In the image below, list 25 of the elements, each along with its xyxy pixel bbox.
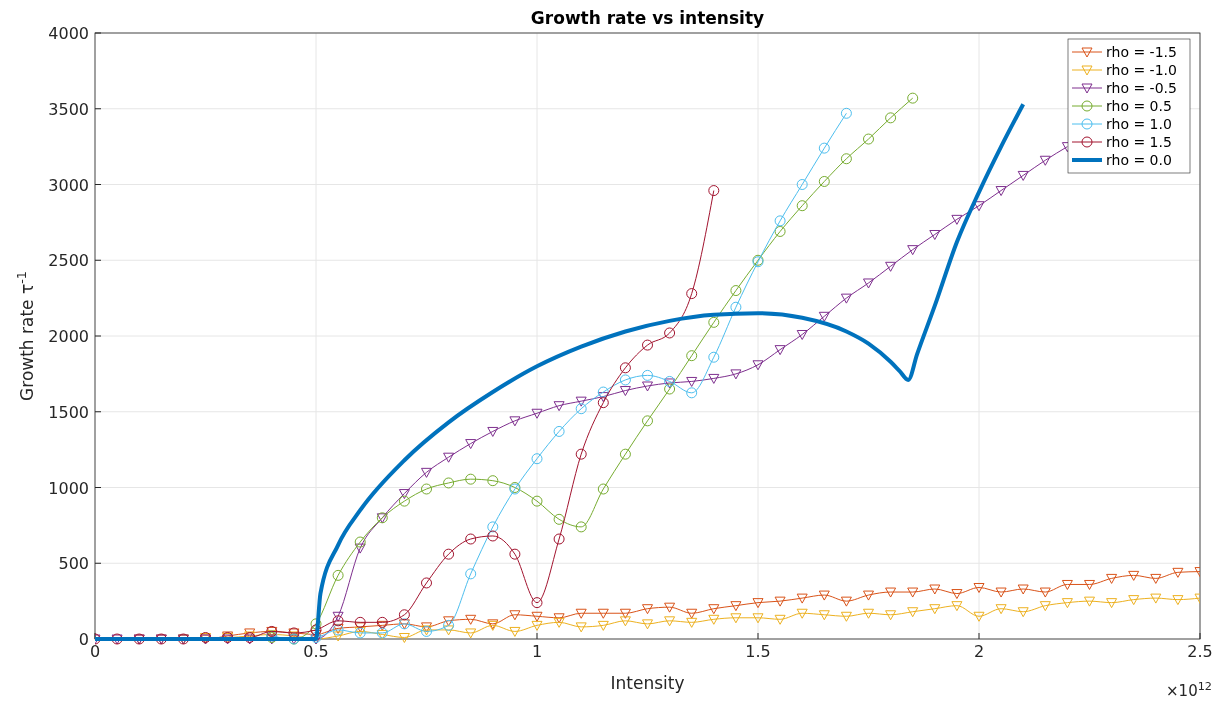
y-tick-label: 1000 — [48, 478, 89, 498]
chart-title: Growth rate vs intensity — [530, 8, 765, 28]
y-tick-label: 3000 — [48, 175, 89, 195]
x-tick-label: 0.5 — [303, 642, 329, 661]
x-tick-label: 0 — [89, 642, 101, 661]
y-tick-label: 3500 — [48, 99, 89, 119]
x-tick-label: 2.5 — [1187, 642, 1213, 661]
legend-label: rho = 0.0 — [1106, 152, 1172, 168]
legend-label: rho = -0.5 — [1106, 80, 1177, 96]
legend-label: rho = 1.0 — [1106, 116, 1172, 132]
x-tick-label: 1.5 — [745, 642, 771, 661]
x-tick-label: 2 — [973, 642, 985, 661]
y-tick-label: 2500 — [48, 251, 89, 271]
x-axis-title: Intensity — [610, 673, 685, 693]
legend-label: rho = -1.0 — [1106, 62, 1177, 78]
text: ×10$^{12}$ — [1166, 679, 1212, 700]
y-tick-label: 4000 — [48, 24, 89, 43]
y-tick-label: 500 — [58, 554, 89, 574]
y-tick-label: 2000 — [48, 327, 89, 346]
x-tick-label: 1 — [531, 642, 543, 661]
legend-label: rho = -1.5 — [1106, 44, 1177, 60]
legend-label: rho = 1.5 — [1106, 134, 1172, 150]
y-tick-label: 0 — [78, 630, 89, 649]
y-tick-label: 1500 — [48, 402, 89, 422]
legend-label: rho = 0.5 — [1106, 98, 1172, 114]
